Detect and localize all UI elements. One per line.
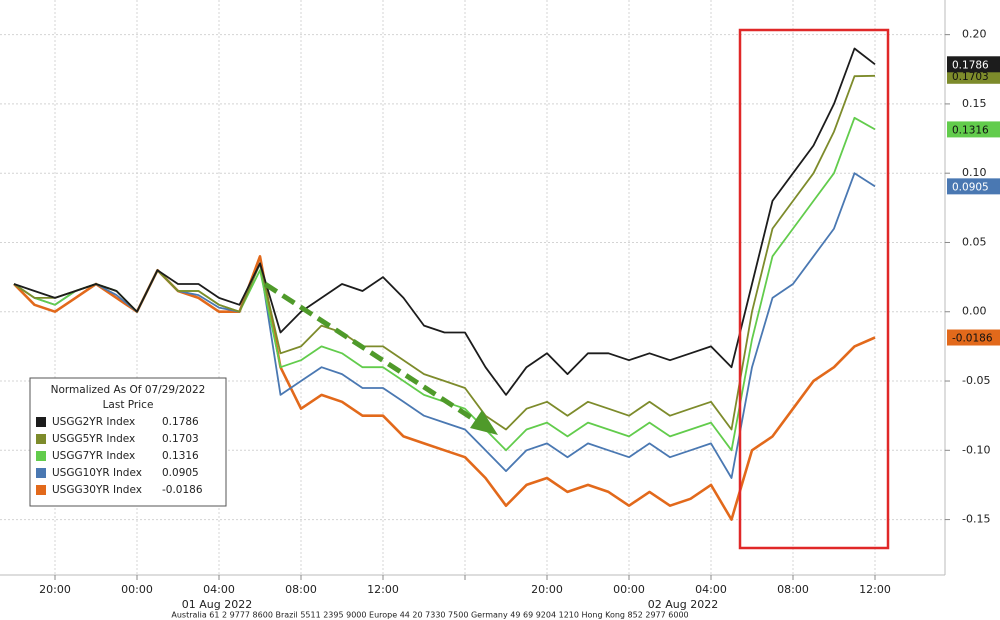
x-tick-label: 00:00 [121, 583, 153, 596]
y-tick-label: 0.10 [962, 166, 987, 179]
price-tag [947, 56, 1000, 73]
highlight-box [738, 28, 890, 550]
legend-label: USGG2YR Index [52, 416, 135, 428]
legend-subtitle: Last Price [103, 399, 154, 411]
y-tick-label: -0.05 [962, 374, 990, 387]
price-tag [947, 178, 1000, 195]
arrow-head [470, 410, 498, 435]
price-tag-label: 0.1703 [952, 71, 989, 83]
trend-arrow [263, 281, 498, 435]
x-tick-label: 04:00 [695, 583, 727, 596]
legend-value: 0.0905 [162, 467, 199, 479]
price-tag [947, 121, 1000, 138]
x-tick-label: 08:00 [285, 583, 317, 596]
y-tick-label: -0.15 [962, 513, 990, 526]
x-tick-label: 04:00 [203, 583, 235, 596]
plot-area [13, 47, 876, 521]
legend-label: USGG5YR Index [52, 433, 135, 445]
legend-label: USGG30YR Index [52, 484, 142, 496]
legend-value: 0.1786 [162, 416, 199, 428]
legend-label: USGG10YR Index [52, 467, 142, 479]
x-tick-label: 12:00 [367, 583, 399, 596]
legend: Normalized As Of 07/29/2022 Last Price U… [29, 377, 227, 507]
legend-swatch [36, 451, 46, 461]
y-tick-label: 0.15 [962, 97, 987, 110]
price-tag-label: 0.0905 [952, 181, 989, 193]
price-tag-label: 0.1786 [952, 59, 989, 71]
x-tick-label: 20:00 [39, 583, 71, 596]
legend-swatch [36, 468, 46, 478]
series-line [13, 47, 876, 396]
date-label: 01 Aug 2022 [182, 598, 252, 611]
legend-swatch [36, 434, 46, 444]
x-tick-label: 00:00 [613, 583, 645, 596]
legend-label: USGG7YR Index [52, 450, 135, 462]
arrow-shaft [263, 281, 480, 425]
legend-value: 0.1316 [162, 450, 199, 462]
legend-title: Normalized As Of 07/29/2022 [51, 384, 206, 396]
y-tick-label: 0.00 [962, 305, 987, 318]
price-tag [947, 329, 1000, 346]
x-tick-label: 20:00 [531, 583, 563, 596]
y-tick-label: 0.05 [962, 235, 987, 248]
x-tick-label: 08:00 [777, 583, 809, 596]
x-tick-label: 12:00 [859, 583, 891, 596]
y-tick-label: 0.20 [962, 28, 987, 41]
legend-swatch [36, 417, 46, 427]
price-tag-label: 0.1316 [952, 124, 989, 136]
footer: Australia 61 2 9777 8600 Brazil 5511 239… [171, 611, 688, 620]
legend-value: -0.0186 [162, 484, 203, 496]
axes: 0.20 0.15 0.10 0.05 0.00 -0.05 -0.10 -0.15 20:00… [39, 28, 990, 611]
legend-value: 0.1703 [162, 433, 199, 445]
date-label: 02 Aug 2022 [648, 598, 718, 611]
legend-box [29, 377, 227, 507]
price-tag-label: -0.0186 [952, 333, 993, 345]
y-tick-label: -0.10 [962, 443, 990, 456]
legend-swatch [36, 485, 46, 495]
